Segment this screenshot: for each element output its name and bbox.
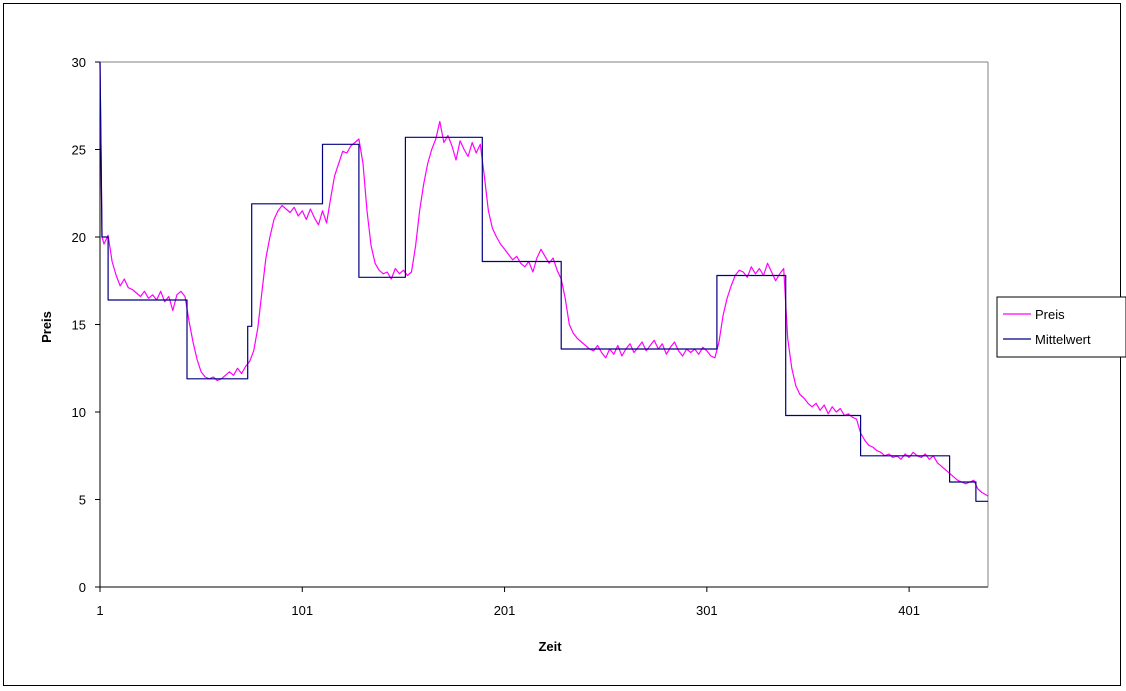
x-axis-title: Zeit	[538, 639, 562, 654]
y-tick-label: 10	[72, 405, 86, 420]
legend: Preis Mittelwert	[996, 296, 1126, 358]
y-tick-label: 30	[72, 55, 86, 70]
x-tick-label: 301	[696, 603, 718, 618]
x-tick-label: 401	[898, 603, 920, 618]
x-tick-label: 101	[291, 603, 313, 618]
y-tick-label: 5	[79, 493, 86, 508]
y-tick-label: 15	[72, 318, 86, 333]
x-axis-ticks: 1 101 201 301 401	[96, 587, 920, 618]
series-layer	[99, 61, 989, 502]
series-line-mittelwert	[99, 61, 988, 502]
legend-label-preis: Preis	[1035, 307, 1065, 322]
y-tick-label: 0	[79, 580, 86, 595]
legend-label-mittelwert: Mittelwert	[1035, 332, 1091, 347]
legend-box	[996, 296, 1126, 358]
x-tick-label: 201	[494, 603, 516, 618]
chart-frame	[3, 3, 1121, 686]
y-axis-title: Preis	[39, 311, 54, 343]
y-axis-ticks: 0 5 10 15 20 25 30	[72, 55, 100, 595]
y-tick-label: 20	[72, 230, 86, 245]
series-line-preis	[99, 61, 989, 497]
y-tick-label: 25	[72, 143, 86, 158]
x-tick-label: 1	[96, 603, 103, 618]
chart-axes	[99, 61, 989, 588]
